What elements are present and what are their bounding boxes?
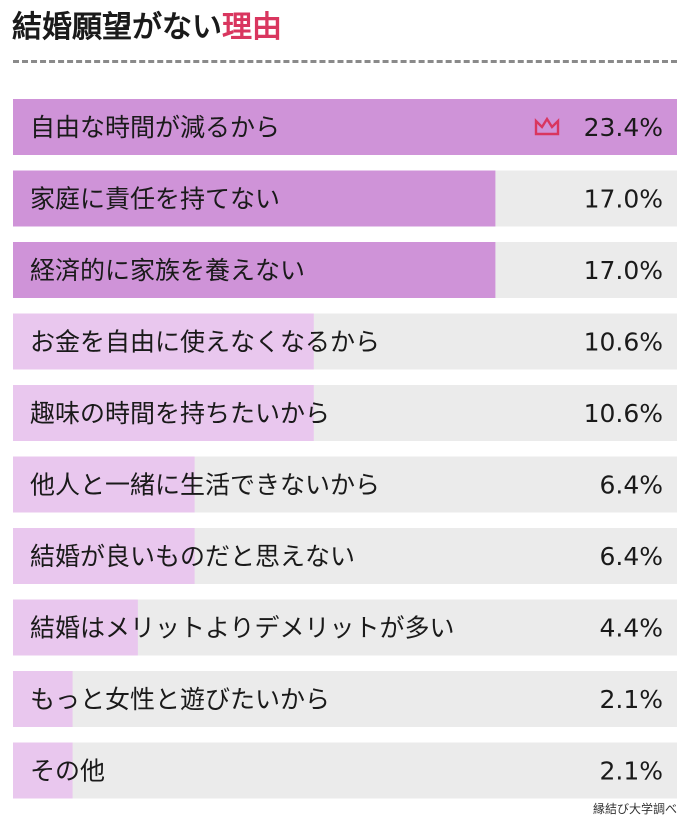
- bar-row: 経済的に家族を養えない 17.0%: [13, 242, 677, 298]
- chart-title-main: 結婚願望がない: [12, 10, 222, 45]
- bar-row: 自由な時間が減るから 23.4%: [13, 99, 677, 155]
- bar-row: 他人と一緒に生活できないから 6.4%: [13, 456, 677, 513]
- bar-row: お金を自由に使えなくなるから 10.6%: [13, 313, 677, 370]
- title-divider: [13, 60, 677, 63]
- category-label: 他人と一緒に生活できないから: [30, 471, 380, 500]
- value-label: 10.6%: [584, 328, 663, 357]
- value-label: 23.4%: [584, 113, 663, 142]
- bar-row: その他 2.1%: [13, 742, 677, 799]
- bar-row: 結婚が良いものだと思えない 6.4%: [13, 528, 677, 584]
- value-label: 2.1%: [599, 757, 663, 786]
- value-label: 6.4%: [599, 471, 663, 500]
- category-label: その他: [30, 757, 105, 786]
- category-label: お金を自由に使えなくなるから: [30, 328, 380, 357]
- value-label: 10.6%: [584, 399, 663, 428]
- bar: [13, 528, 195, 584]
- bar: [13, 671, 73, 727]
- chart-title-accent: 理由: [222, 10, 282, 45]
- category-label: 結婚はメリットよりデメリットが多い: [30, 614, 455, 643]
- bar-row: 趣味の時間を持ちたいから 10.6%: [13, 385, 677, 441]
- value-label: 17.0%: [584, 256, 663, 285]
- category-label: 家庭に責任を持てない: [30, 185, 280, 214]
- bar: [13, 742, 73, 799]
- category-label: 経済的に家族を養えない: [30, 256, 305, 285]
- category-label: 結婚が良いものだと思えない: [30, 542, 355, 571]
- value-label: 17.0%: [584, 185, 663, 214]
- value-label: 2.1%: [599, 685, 663, 714]
- bar-row: 家庭に責任を持てない 17.0%: [13, 170, 677, 227]
- bar-track: [13, 671, 677, 727]
- bar: [13, 385, 314, 441]
- bar: [13, 456, 195, 513]
- bar: [13, 599, 138, 656]
- bar: [13, 313, 314, 370]
- bar: [13, 242, 496, 298]
- crown-icon: [534, 116, 560, 136]
- category-label: 趣味の時間を持ちたいから: [30, 399, 330, 428]
- bar-chart: 自由な時間が減るから 23.4%家庭に責任を持てない 17.0%経済的に家族を養えな…: [13, 99, 677, 799]
- bar-row: もっと女性と遊びたいから 2.1%: [13, 671, 677, 727]
- category-label: もっと女性と遊びたいから: [30, 685, 330, 714]
- bar-track: [13, 742, 677, 799]
- bar-row: 結婚はメリットよりデメリットが多い 4.4%: [13, 599, 677, 656]
- bar: [13, 99, 677, 155]
- value-label: 4.4%: [599, 614, 663, 643]
- value-label: 6.4%: [599, 542, 663, 571]
- bar: [13, 170, 496, 227]
- chart-title: 結婚願望がない理由: [12, 8, 282, 48]
- category-label: 自由な時間が減るから: [30, 113, 280, 142]
- source-note: 縁結び大学調べ: [592, 802, 677, 816]
